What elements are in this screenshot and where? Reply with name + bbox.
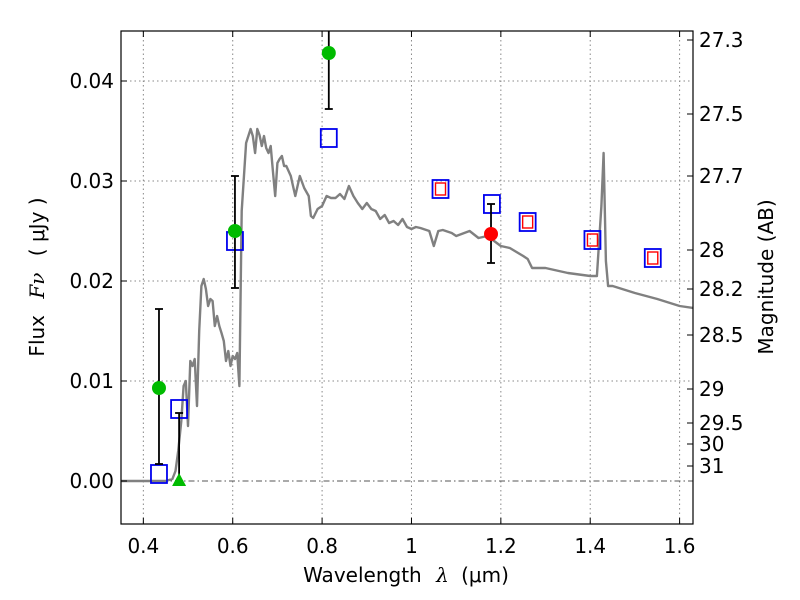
right-tick-label: 28 bbox=[699, 238, 724, 262]
y-tick-label: 0.01 bbox=[69, 369, 114, 393]
observed-photometry-square bbox=[521, 215, 534, 229]
right-tick-label: 27.3 bbox=[699, 28, 744, 52]
sed-model-line bbox=[121, 127, 693, 483]
observed-photometry-square bbox=[434, 182, 447, 196]
right-tick-label: 27.7 bbox=[699, 164, 744, 188]
observed-photometry-square bbox=[647, 251, 659, 265]
detection-point bbox=[227, 224, 242, 238]
x-tick-label: 1.4 bbox=[574, 534, 606, 558]
detection-point bbox=[484, 227, 499, 241]
upper-limit-triangle bbox=[172, 473, 187, 486]
y-axis-left: 0.00 0.01 0.02 0.03 0.04 bbox=[69, 69, 127, 493]
y-axis-title: Flux Fν ( μJy ) bbox=[25, 197, 49, 356]
right-tick-label: 30 bbox=[699, 432, 724, 456]
plot-area bbox=[121, 31, 693, 486]
detection-point bbox=[321, 46, 336, 60]
x-tick-label: 1.2 bbox=[485, 534, 517, 558]
y-tick-label: 0.02 bbox=[69, 269, 114, 293]
x-tick-label: 0.6 bbox=[217, 534, 249, 558]
observed-photometry-square bbox=[586, 233, 599, 247]
detection-point bbox=[151, 381, 166, 395]
model-photometry-square bbox=[518, 212, 537, 232]
model-photometry-square bbox=[583, 230, 602, 250]
x-axis: 0.4 0.6 0.8 1 1.2 1.4 1.6 bbox=[127, 31, 696, 558]
right-tick-label: 27.5 bbox=[699, 102, 744, 126]
y-tick-label: 0.03 bbox=[69, 169, 114, 193]
right-tick-label: 28.2 bbox=[699, 277, 744, 301]
right-axis-title: Magnitude (AB) bbox=[754, 199, 778, 354]
x-tick-label: 1 bbox=[405, 534, 418, 558]
model-photometry-square bbox=[643, 248, 662, 268]
x-tick-label: 1.6 bbox=[664, 534, 696, 558]
x-axis-title: Wavelength λ (μm) bbox=[303, 563, 509, 587]
x-tick-label: 0.8 bbox=[306, 534, 338, 558]
model-photometry-square bbox=[431, 179, 450, 199]
plot-frame bbox=[120, 30, 694, 525]
y-tick-label: 0.00 bbox=[69, 469, 114, 493]
right-tick-label: 29 bbox=[699, 377, 724, 401]
grid-lines bbox=[121, 31, 693, 524]
right-tick-label: 31 bbox=[699, 454, 724, 478]
y-tick-label: 0.04 bbox=[69, 69, 114, 93]
model-photometry-square bbox=[150, 464, 168, 484]
x-tick-label: 0.4 bbox=[127, 534, 159, 558]
right-tick-label: 29.5 bbox=[699, 411, 744, 435]
model-photometry-square bbox=[319, 128, 338, 148]
right-tick-label: 28.5 bbox=[699, 323, 744, 347]
